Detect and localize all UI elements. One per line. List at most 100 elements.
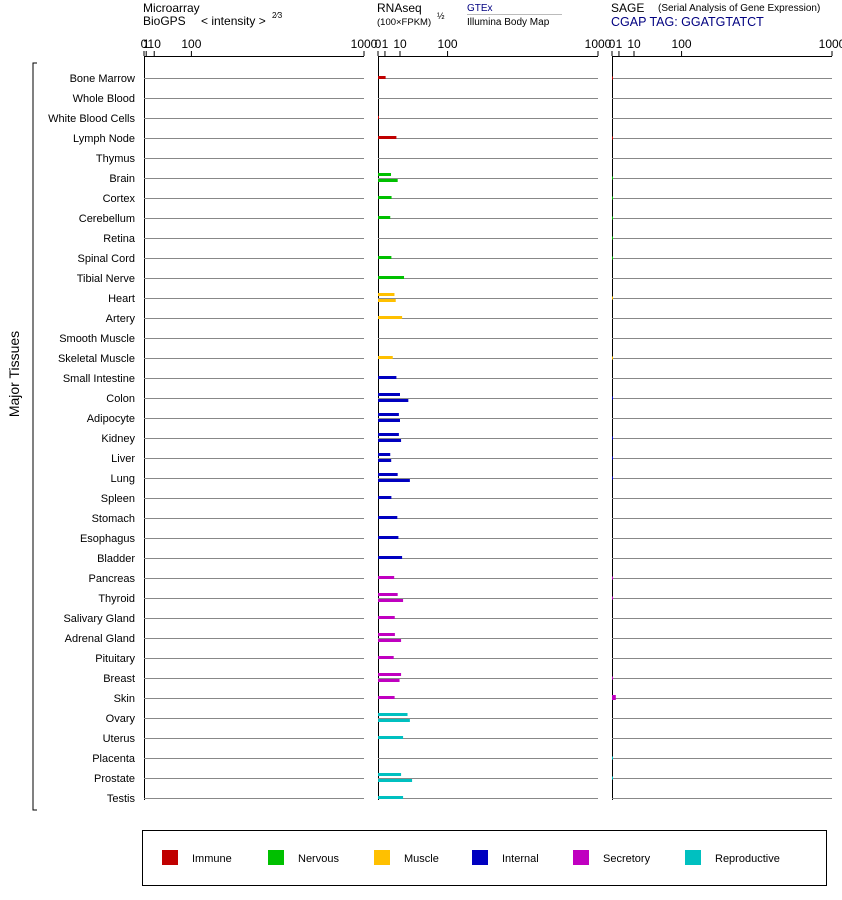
category-label: Pancreas	[89, 573, 136, 585]
bar-gtex	[378, 116, 379, 119]
category-label: Salivary Gland	[63, 613, 135, 625]
bar-illumina	[378, 719, 410, 722]
category-label: Small Intestine	[63, 373, 135, 385]
bar-gtex	[378, 673, 402, 676]
x-tick-label: 1	[616, 37, 623, 51]
bar-illumina	[378, 496, 392, 499]
y-group-label: Major Tissues	[6, 331, 22, 417]
x-tick-label: 100	[438, 37, 458, 51]
legend-swatch	[374, 850, 390, 865]
legend-label: Internal	[502, 853, 539, 865]
bar-sage	[612, 216, 613, 220]
panel-title-microarray: Microarray	[143, 1, 200, 15]
category-label: Uterus	[103, 733, 136, 745]
bar-illumina	[378, 419, 400, 422]
legend-label: Nervous	[298, 853, 339, 865]
category-label: Adrenal Gland	[65, 633, 135, 645]
bar-illumina	[378, 399, 409, 402]
bar-illumina	[378, 376, 397, 379]
bar-illumina	[378, 356, 393, 359]
bar-sage	[612, 576, 613, 580]
category-label: Lymph Node	[73, 133, 135, 145]
bar-illumina	[378, 796, 404, 799]
bar-gtex	[378, 473, 398, 476]
bar-illumina	[378, 439, 402, 442]
legend-label: Immune	[192, 853, 232, 865]
bar-illumina	[378, 516, 398, 519]
bar-illumina	[378, 216, 391, 219]
bar-sage	[612, 456, 613, 460]
category-label: Kidney	[101, 433, 135, 445]
category-label: Bladder	[97, 553, 135, 565]
bar-sage	[612, 776, 613, 780]
bar-gtex	[378, 393, 400, 396]
category-label: Liver	[111, 453, 135, 465]
bar-illumina	[378, 779, 413, 782]
chart-axes: 011010010000110100100001101001000	[141, 37, 842, 800]
panel-title-sage: SAGE	[611, 1, 644, 15]
category-label: Stomach	[92, 513, 135, 525]
bar-illumina	[378, 196, 392, 199]
bar-sage	[612, 256, 613, 260]
x-tick-label: 1	[382, 37, 389, 51]
bar-illumina	[378, 639, 402, 642]
bar-sage	[612, 296, 613, 300]
category-label: Whole Blood	[73, 93, 135, 105]
legend-swatch	[685, 850, 701, 865]
panel-subtitle-biogps: BioGPS	[143, 14, 186, 28]
panel-title-rnaseq: RNAseq	[377, 1, 422, 15]
category-label: Smooth Muscle	[59, 333, 135, 345]
bar-illumina	[378, 179, 398, 182]
legend-swatch	[162, 850, 178, 865]
category-label: Brain	[109, 173, 135, 185]
bar-illumina	[378, 736, 404, 739]
bar-illumina	[378, 576, 395, 579]
bar-gtex	[378, 713, 408, 716]
bar-illumina	[378, 696, 395, 699]
bar-illumina	[378, 679, 400, 682]
bar-illumina	[378, 616, 395, 619]
legend-source-gtex: GTEx	[467, 3, 493, 14]
bar-sage	[612, 396, 613, 400]
legend-swatch	[472, 850, 488, 865]
chart-bars	[378, 76, 616, 799]
category-label: Heart	[108, 293, 135, 305]
category-label: Testis	[107, 793, 136, 805]
group-bracket	[32, 62, 37, 811]
legend-swatch	[268, 850, 284, 865]
bar-gtex	[378, 413, 399, 416]
bar-sage	[612, 136, 613, 140]
x-tick-label: 1	[143, 37, 150, 51]
category-labels: Bone Marrow Whole Blood White Blood Cells L…	[48, 73, 136, 805]
x-tick-label: 0	[609, 37, 616, 51]
category-label: Colon	[106, 393, 135, 405]
scale-exponent-rnaseq: ½	[437, 11, 445, 21]
bar-illumina	[378, 536, 399, 539]
bar-sage	[612, 236, 613, 240]
category-label: Spinal Cord	[78, 253, 135, 265]
bar-sage	[612, 356, 613, 360]
bar-gtex	[378, 433, 399, 436]
legend-box	[142, 830, 827, 886]
category-label: Thymus	[96, 153, 136, 165]
x-tick-label: 100	[672, 37, 692, 51]
legend-swatch	[573, 850, 589, 865]
category-label: Esophagus	[80, 533, 136, 545]
bar-sage	[612, 176, 613, 180]
category-label: Pituitary	[95, 653, 135, 665]
bar-illumina	[378, 299, 396, 302]
category-label: Adipocyte	[87, 413, 135, 425]
x-tick-label: 1000	[819, 37, 842, 51]
bar-gtex	[378, 773, 402, 776]
category-label: Breast	[103, 673, 135, 685]
bar-illumina	[378, 316, 403, 319]
bar-illumina	[378, 599, 404, 602]
category-label: Skeletal Muscle	[58, 353, 135, 365]
sage-tag-label: CGAP TAG: GGATGTATCT	[611, 15, 764, 29]
bar-sage	[612, 676, 613, 680]
panel-header-microarray: Microarray BioGPS < intensity > 2⁄3	[143, 1, 283, 28]
bar-gtex	[378, 593, 398, 596]
legend-label: Muscle	[404, 853, 439, 865]
bar-illumina	[378, 479, 410, 482]
